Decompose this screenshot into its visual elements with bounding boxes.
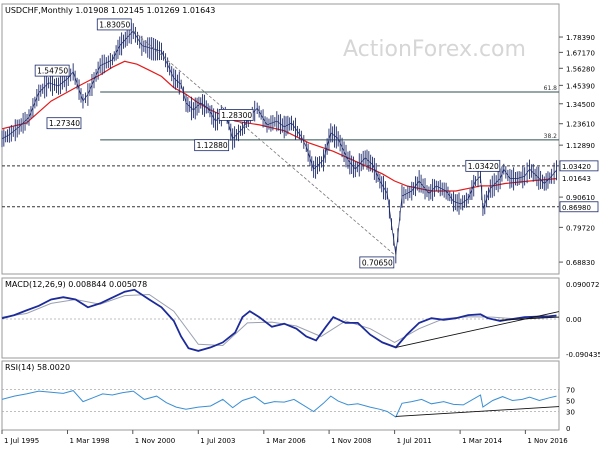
dashed-trendline [133, 30, 397, 257]
price-y-tick-label: 0.79720 [566, 224, 595, 232]
rsi-y-tick-label: 30 [566, 409, 575, 417]
price-annotation-label: 1.54750 [37, 67, 68, 76]
x-axis: 1 Jul 1995 1 Mar 1998 1 Nov 2000 1 Jul 2003… [1, 430, 568, 445]
price-annotation-box [359, 256, 395, 269]
price-annotation-label: 1.03420 [468, 162, 499, 171]
price-line [1, 30, 557, 255]
price-y-tick-label: 1.67170 [566, 49, 595, 57]
x-tick-label: 1 Mar 2006 [266, 437, 306, 445]
price-right-label: 0.86980 [562, 204, 591, 212]
x-tick-label: 1 Jul 1995 [4, 437, 39, 445]
x-tick-label: 1 Nov 2000 [135, 437, 175, 445]
rsi-title: RSI(14) 58.0020 [5, 363, 70, 372]
macd-y-tick-label: 0.00 [566, 316, 582, 324]
price-annotation-box [46, 117, 82, 130]
price-annotation-box [194, 139, 230, 152]
price-title: USDCHF,Monthly 1.01908 1.02145 1.01269 1… [5, 6, 215, 15]
fib-level-label: 61.8 [544, 85, 558, 92]
watermark: ActionForex.com [343, 37, 526, 62]
rsi-y-tick-label: 50 [566, 398, 575, 406]
price-y-tick-label: 1.45390 [566, 82, 595, 90]
price-annotation-label: 0.70650 [362, 258, 393, 267]
price-annotation-label: 1.27340 [49, 119, 80, 128]
price-y-tick-label: 1.12890 [566, 142, 595, 150]
price-right-label-box [559, 160, 599, 172]
price-y-tick-label: 1.34500 [566, 101, 595, 109]
price-y-tick-label: 1.23610 [566, 121, 595, 129]
price-right-label-box [559, 201, 599, 213]
price-annotation-label: 1.28300 [221, 111, 252, 120]
price-y-tick-label: 1.78390 [566, 34, 595, 42]
x-tick-label: 1 Nov 2008 [331, 437, 371, 445]
rsi-y-tick-label: 0 [566, 425, 570, 433]
macd-title: MACD(12,26,9) 0.008844 0.005078 [5, 280, 147, 289]
price-y-tick-label: 0.90610 [566, 194, 595, 202]
rsi-line [1, 390, 557, 418]
macd-line [1, 288, 557, 352]
x-tick-label: 1 Jul 2003 [200, 437, 235, 445]
price-annotation-box [96, 18, 132, 31]
price-y-tick-label: 0.68830 [566, 259, 595, 267]
macd-y-tick-label: -0.090435 [566, 351, 600, 359]
price-right-label: 1.03420 [562, 163, 591, 171]
rsi-trendline [395, 406, 560, 417]
x-tick-label: 1 Jul 2011 [397, 437, 432, 445]
price-annotation-box [465, 159, 501, 172]
x-tick-label: 1 Nov 2016 [527, 437, 568, 445]
x-tick-label: 1 Mar 2014 [462, 437, 502, 445]
price-right-label: 1.01643 [562, 175, 591, 183]
macd-trendline [395, 311, 560, 348]
macd-y-tick-label: 0.090072 [566, 281, 599, 289]
price-annotation-box [34, 64, 70, 77]
x-tick-label: 1 Mar 1998 [70, 437, 110, 445]
macd-panel: MACD(12,26,9) 0.008844 0.005078 0.090072… [1, 277, 600, 359]
price-y-tick-label: 1.56280 [566, 65, 595, 73]
rsi-y-tick-label: 70 [566, 387, 575, 395]
price-annotation-label: 1.83050 [99, 20, 130, 29]
price-panel: ActionForex.com USDCHF,Monthly 1.01908 1… [1, 3, 599, 275]
price-annotation-label: 1.12880 [197, 141, 228, 150]
macd-trendline [500, 316, 560, 321]
moving-average-line [1, 60, 557, 192]
rsi-panel: RSI(14) 58.0020 70 50 30 0 [1, 360, 575, 433]
price-annotation-box [218, 109, 254, 121]
fib-level-label: 38.2 [544, 133, 558, 140]
